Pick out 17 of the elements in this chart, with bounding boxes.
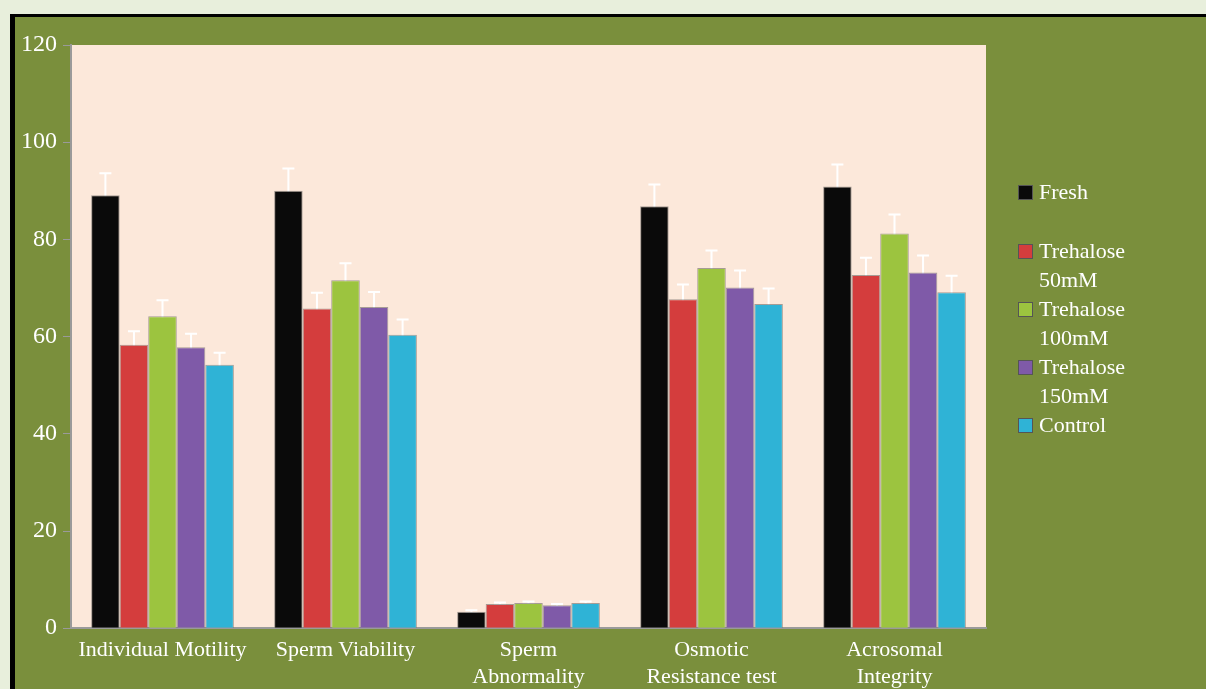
- legend-label: Trehalose 100mM: [1039, 295, 1126, 352]
- y-tick-label: 120: [21, 30, 57, 57]
- x-tick-label: Osmotic Resistance test: [646, 636, 777, 688]
- legend-label: Fresh: [1039, 178, 1089, 206]
- y-tick-label: 100: [21, 127, 57, 154]
- x-tick-label: Sperm Abnormality: [472, 636, 585, 688]
- legend-label: Trehalose 50mM: [1039, 237, 1126, 294]
- y-tick-label: 40: [33, 419, 57, 446]
- x-tick-label: Individual Motility: [78, 636, 247, 662]
- y-tick-label: 20: [33, 516, 57, 543]
- x-tick-label: Acrosomal Integrity: [846, 636, 943, 688]
- y-tick-label: 0: [45, 613, 57, 640]
- y-tick-label: 80: [33, 224, 57, 251]
- x-tick-label: Sperm Viability: [275, 636, 416, 662]
- legend-label: Trehalose 150mM: [1039, 353, 1126, 410]
- legend-label: Control: [1039, 411, 1108, 439]
- y-tick-label: 60: [33, 321, 57, 348]
